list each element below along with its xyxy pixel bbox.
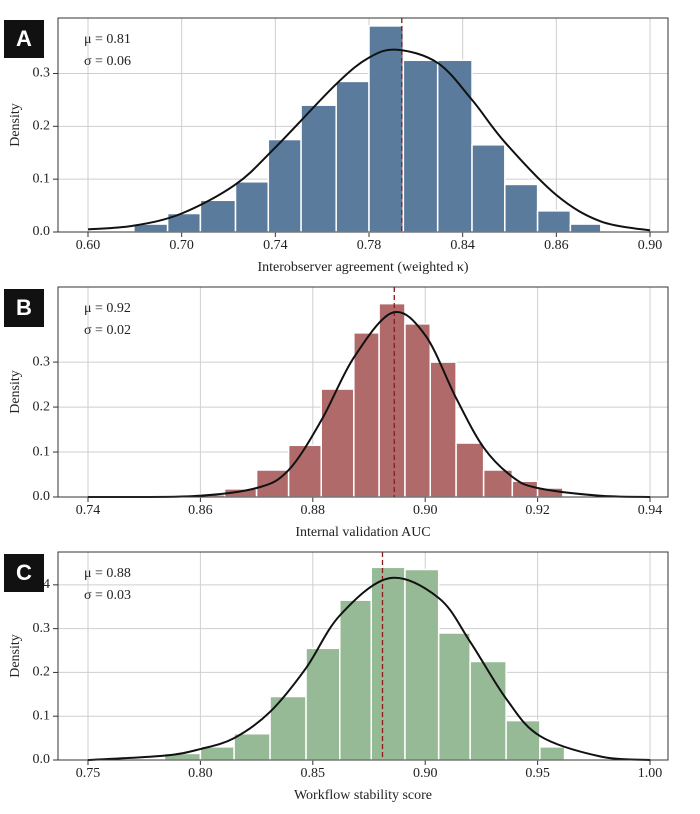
annotation: μ = 0.88 bbox=[84, 566, 131, 581]
bar bbox=[335, 80, 370, 233]
y-axis-label: Density bbox=[8, 370, 23, 414]
bar bbox=[569, 223, 602, 233]
bar bbox=[300, 104, 337, 233]
bar bbox=[233, 732, 271, 761]
y-tick-label: 0.3 bbox=[33, 354, 51, 369]
bar bbox=[437, 632, 471, 761]
x-tick-label: 0.70 bbox=[169, 238, 194, 253]
y-tick-label: 0.1 bbox=[33, 444, 51, 459]
annotation: σ = 0.06 bbox=[84, 54, 131, 69]
y-tick-label: 0.0 bbox=[33, 752, 51, 767]
x-tick-label: 0.80 bbox=[188, 766, 213, 781]
annotation: μ = 0.81 bbox=[84, 32, 131, 47]
bar bbox=[471, 144, 506, 233]
x-tick-label: 0.75 bbox=[76, 766, 101, 781]
y-tick-label: 0.1 bbox=[33, 708, 51, 723]
bar bbox=[320, 388, 355, 498]
bar bbox=[455, 442, 485, 498]
bar bbox=[370, 566, 406, 761]
x-axis-label: Workflow stability score bbox=[294, 788, 432, 803]
panel-label: A bbox=[16, 26, 32, 51]
y-tick-label: 0.3 bbox=[33, 66, 51, 81]
panel-label: C bbox=[16, 560, 32, 585]
x-tick-label: 0.74 bbox=[263, 238, 288, 253]
plot-frame bbox=[57, 17, 669, 233]
x-tick-label: 0.92 bbox=[525, 503, 550, 518]
annotation: σ = 0.02 bbox=[84, 323, 131, 338]
x-tick-label: 0.90 bbox=[413, 766, 438, 781]
x-tick-label: 0.95 bbox=[525, 766, 550, 781]
x-tick-label: 0.86 bbox=[544, 238, 569, 253]
x-tick-label: 0.74 bbox=[76, 503, 101, 518]
y-tick-label: 0.0 bbox=[33, 489, 51, 504]
panel-label-box bbox=[4, 289, 44, 327]
x-tick-label: 0.94 bbox=[638, 503, 663, 518]
bar bbox=[368, 25, 405, 233]
bar bbox=[287, 444, 322, 498]
y-tick-label: 0.2 bbox=[33, 119, 51, 134]
panel: 0.00.10.20.30.40.750.800.850.900.951.00μ… bbox=[4, 551, 669, 803]
bar bbox=[436, 59, 473, 233]
panel-label: B bbox=[16, 295, 32, 320]
panel-label-box bbox=[4, 554, 44, 592]
annotation: μ = 0.92 bbox=[84, 301, 131, 316]
y-tick-label: 0.2 bbox=[33, 665, 51, 680]
density-curve bbox=[87, 48, 651, 232]
x-tick-label: 1.00 bbox=[638, 766, 663, 781]
bar bbox=[267, 138, 302, 233]
x-tick-label: 0.84 bbox=[450, 238, 475, 253]
y-tick-label: 0.1 bbox=[33, 171, 51, 186]
panel-label-box bbox=[4, 20, 44, 58]
bar bbox=[404, 568, 440, 761]
bar bbox=[469, 660, 507, 761]
x-tick-label: 0.88 bbox=[301, 503, 326, 518]
annotation: σ = 0.03 bbox=[84, 588, 131, 603]
plot-frame bbox=[57, 551, 669, 761]
bar bbox=[234, 181, 270, 233]
bar bbox=[402, 59, 439, 233]
bar bbox=[353, 332, 380, 498]
bar bbox=[539, 746, 566, 761]
y-tick-label: 0.0 bbox=[33, 224, 51, 239]
y-axis-label: Density bbox=[8, 103, 23, 147]
x-tick-label: 0.90 bbox=[638, 238, 663, 253]
density-curve bbox=[87, 310, 651, 499]
x-axis-label: Internal validation AUC bbox=[295, 525, 430, 540]
bar bbox=[199, 199, 237, 233]
bar bbox=[504, 183, 539, 233]
bar bbox=[339, 599, 372, 761]
bar bbox=[536, 210, 572, 233]
y-axis-label: Density bbox=[8, 634, 23, 678]
x-tick-label: 0.78 bbox=[357, 238, 382, 253]
bar bbox=[378, 302, 406, 498]
x-tick-label: 0.60 bbox=[76, 238, 101, 253]
bar bbox=[404, 323, 432, 498]
plot-frame bbox=[57, 286, 669, 498]
y-tick-label: 0.2 bbox=[33, 399, 51, 414]
bar bbox=[305, 647, 341, 761]
x-tick-label: 0.86 bbox=[188, 503, 213, 518]
bar bbox=[429, 361, 457, 498]
density-curve bbox=[87, 576, 651, 761]
x-tick-label: 0.90 bbox=[413, 503, 438, 518]
panel: 0.0 0.1 0.2 0.3 0.74 0.86 0.88 0.90 0.92 0.94 μ = … bbox=[4, 286, 669, 540]
x-tick-label: 0.85 bbox=[301, 766, 326, 781]
panel: 0.0 0.1 0.2 0.3 0.60 0.70 0.74 0.78 0.84 0.86 0.90… bbox=[4, 17, 669, 275]
bar bbox=[505, 719, 541, 761]
y-tick-label: 0.3 bbox=[33, 621, 51, 636]
x-axis-label: Interobserver agreement (weighted κ) bbox=[257, 260, 468, 275]
